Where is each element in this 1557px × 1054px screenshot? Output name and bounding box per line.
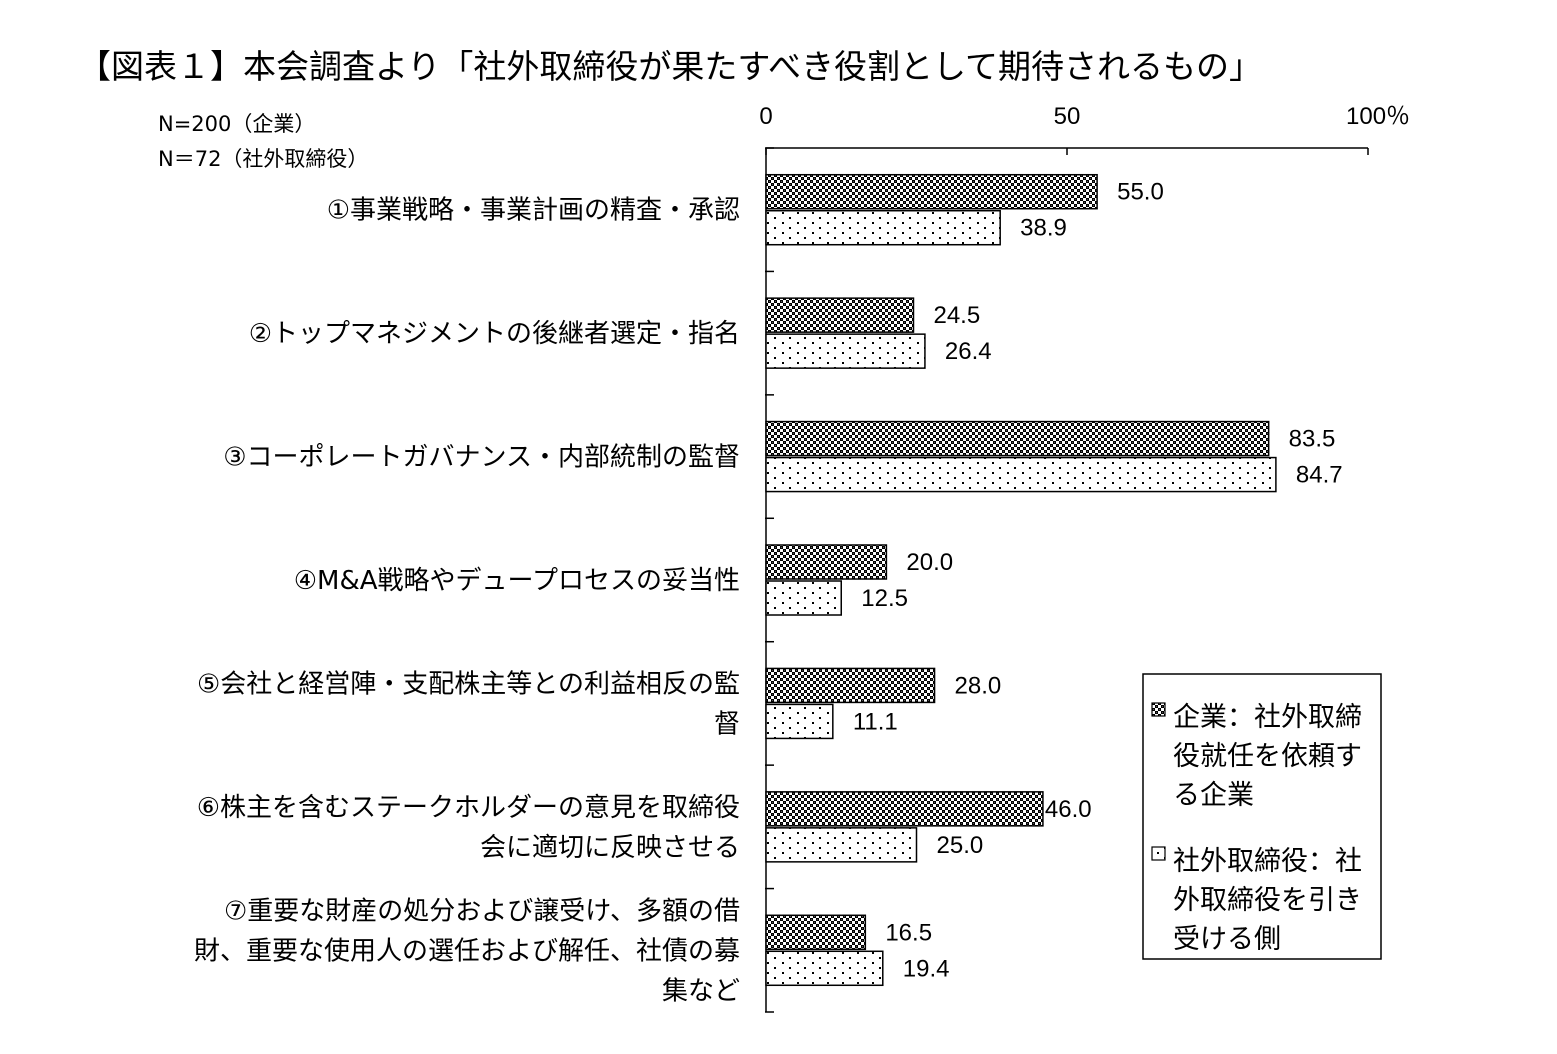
data-label: 28.0 [955, 672, 1002, 699]
data-label: 26.4 [945, 338, 992, 365]
data-label: 12.5 [861, 585, 908, 612]
data-label: 20.0 [906, 549, 953, 576]
bar [765, 950, 884, 987]
data-label: 24.5 [933, 302, 980, 329]
category-label: ③コーポレートガバナンス・内部統制の監督 [223, 443, 740, 473]
bars [765, 173, 1277, 987]
bar [765, 791, 1044, 827]
bar [765, 456, 1277, 493]
bar [765, 667, 936, 704]
data-label: 38.9 [1020, 215, 1067, 242]
category-labels: ①事業戦略・事業計画の精査・承認 ②トップマネジメントの後継者選定・指名 ③コーポレ… [194, 196, 740, 1007]
data-label: 16.5 [885, 919, 932, 946]
category-label: ②トップマネジメントの後継者選定・指名 [249, 319, 740, 349]
legend-label: 企業：社外取締役就任を依頼する企業 [1173, 702, 1362, 811]
bar [765, 209, 1001, 246]
data-label: 25.0 [937, 832, 984, 859]
value-labels: 55.0 24.5 83.5 20.0 28.0 46.0 16.5 38.9 26.4 84.7… [853, 179, 1343, 983]
chart-title: 【図表１】本会調査より「社外取締役が果たすべき役割として期待されるもの」 [78, 47, 1262, 86]
x-tick-label: 100％ [1346, 103, 1410, 130]
category-label: ⑦重要な財産の処分および譲受け、多額の借財、重要な使用人の選任および解任、社債の… [194, 896, 740, 1006]
sample-size-directors: N＝72（社外取締役） [158, 147, 368, 171]
category-label: ⑥株主を含むステークホルダーの意見を取締役会に適切に反映させる [197, 793, 740, 863]
bar [765, 580, 842, 616]
legend-swatch [1151, 846, 1166, 861]
data-label: 84.7 [1296, 462, 1343, 489]
data-label: 55.0 [1117, 179, 1164, 206]
bar [765, 914, 867, 951]
bar [765, 297, 915, 333]
data-label: 11.1 [853, 708, 898, 735]
category-label: ⑤会社と経営陣・支配株主等との利益相反の監督 [197, 669, 740, 739]
category-label: ①事業戦略・事業計画の精査・承認 [327, 196, 740, 226]
legend-swatch [1151, 702, 1166, 717]
legend-label: 社外取締役：社外取締役を引き受ける側 [1173, 846, 1362, 955]
data-label: 46.0 [1045, 796, 1092, 823]
bar [765, 333, 926, 369]
bar [765, 173, 1098, 210]
category-label: ④M&A戦略やデュープロセスの妥当性 [294, 566, 740, 596]
bar [765, 827, 918, 863]
bar [765, 420, 1270, 457]
data-label: 19.4 [903, 955, 950, 982]
bar [765, 703, 834, 740]
legend-box [1142, 673, 1382, 960]
sample-size-company: N=200（企業） [158, 112, 315, 136]
x-tick-label: 50 [1054, 103, 1081, 130]
x-tick-label: 0 [759, 103, 772, 130]
bar [765, 544, 888, 580]
data-label: 83.5 [1289, 426, 1336, 453]
x-axis: 0 50 100％ [759, 103, 1410, 1013]
